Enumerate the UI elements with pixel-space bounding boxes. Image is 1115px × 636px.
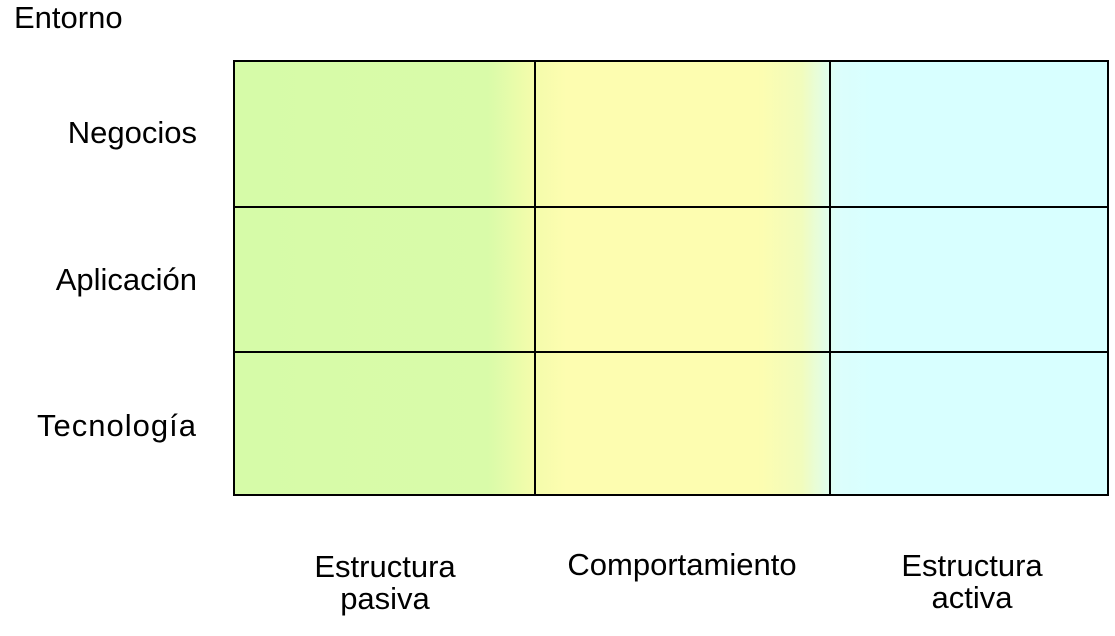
column-label-line: pasiva [340,581,430,616]
column-label-estructura-pasiva: Estructura pasiva [265,551,505,615]
row-label-tecnologia: Tecnología [37,408,197,443]
grid-row-divider-1 [235,206,1107,208]
column-label-line: activa [931,580,1013,615]
column-label-line: Estructura [901,548,1043,583]
grid-column-divider-2 [829,62,831,494]
layer-aspect-grid [233,60,1109,496]
column-label-comportamiento: Comportamiento [562,549,802,581]
row-label-negocios: Negocios [67,115,197,150]
row-label-aplicacion: Aplicación [55,262,197,297]
column-label-line: Comportamiento [567,547,797,582]
grid-column-divider-1 [534,62,536,494]
column-label-line: Estructura [314,549,456,584]
grid-row-divider-2 [235,351,1107,353]
diagram-title: Entorno [14,0,123,35]
column-label-estructura-activa: Estructura activa [852,550,1092,614]
